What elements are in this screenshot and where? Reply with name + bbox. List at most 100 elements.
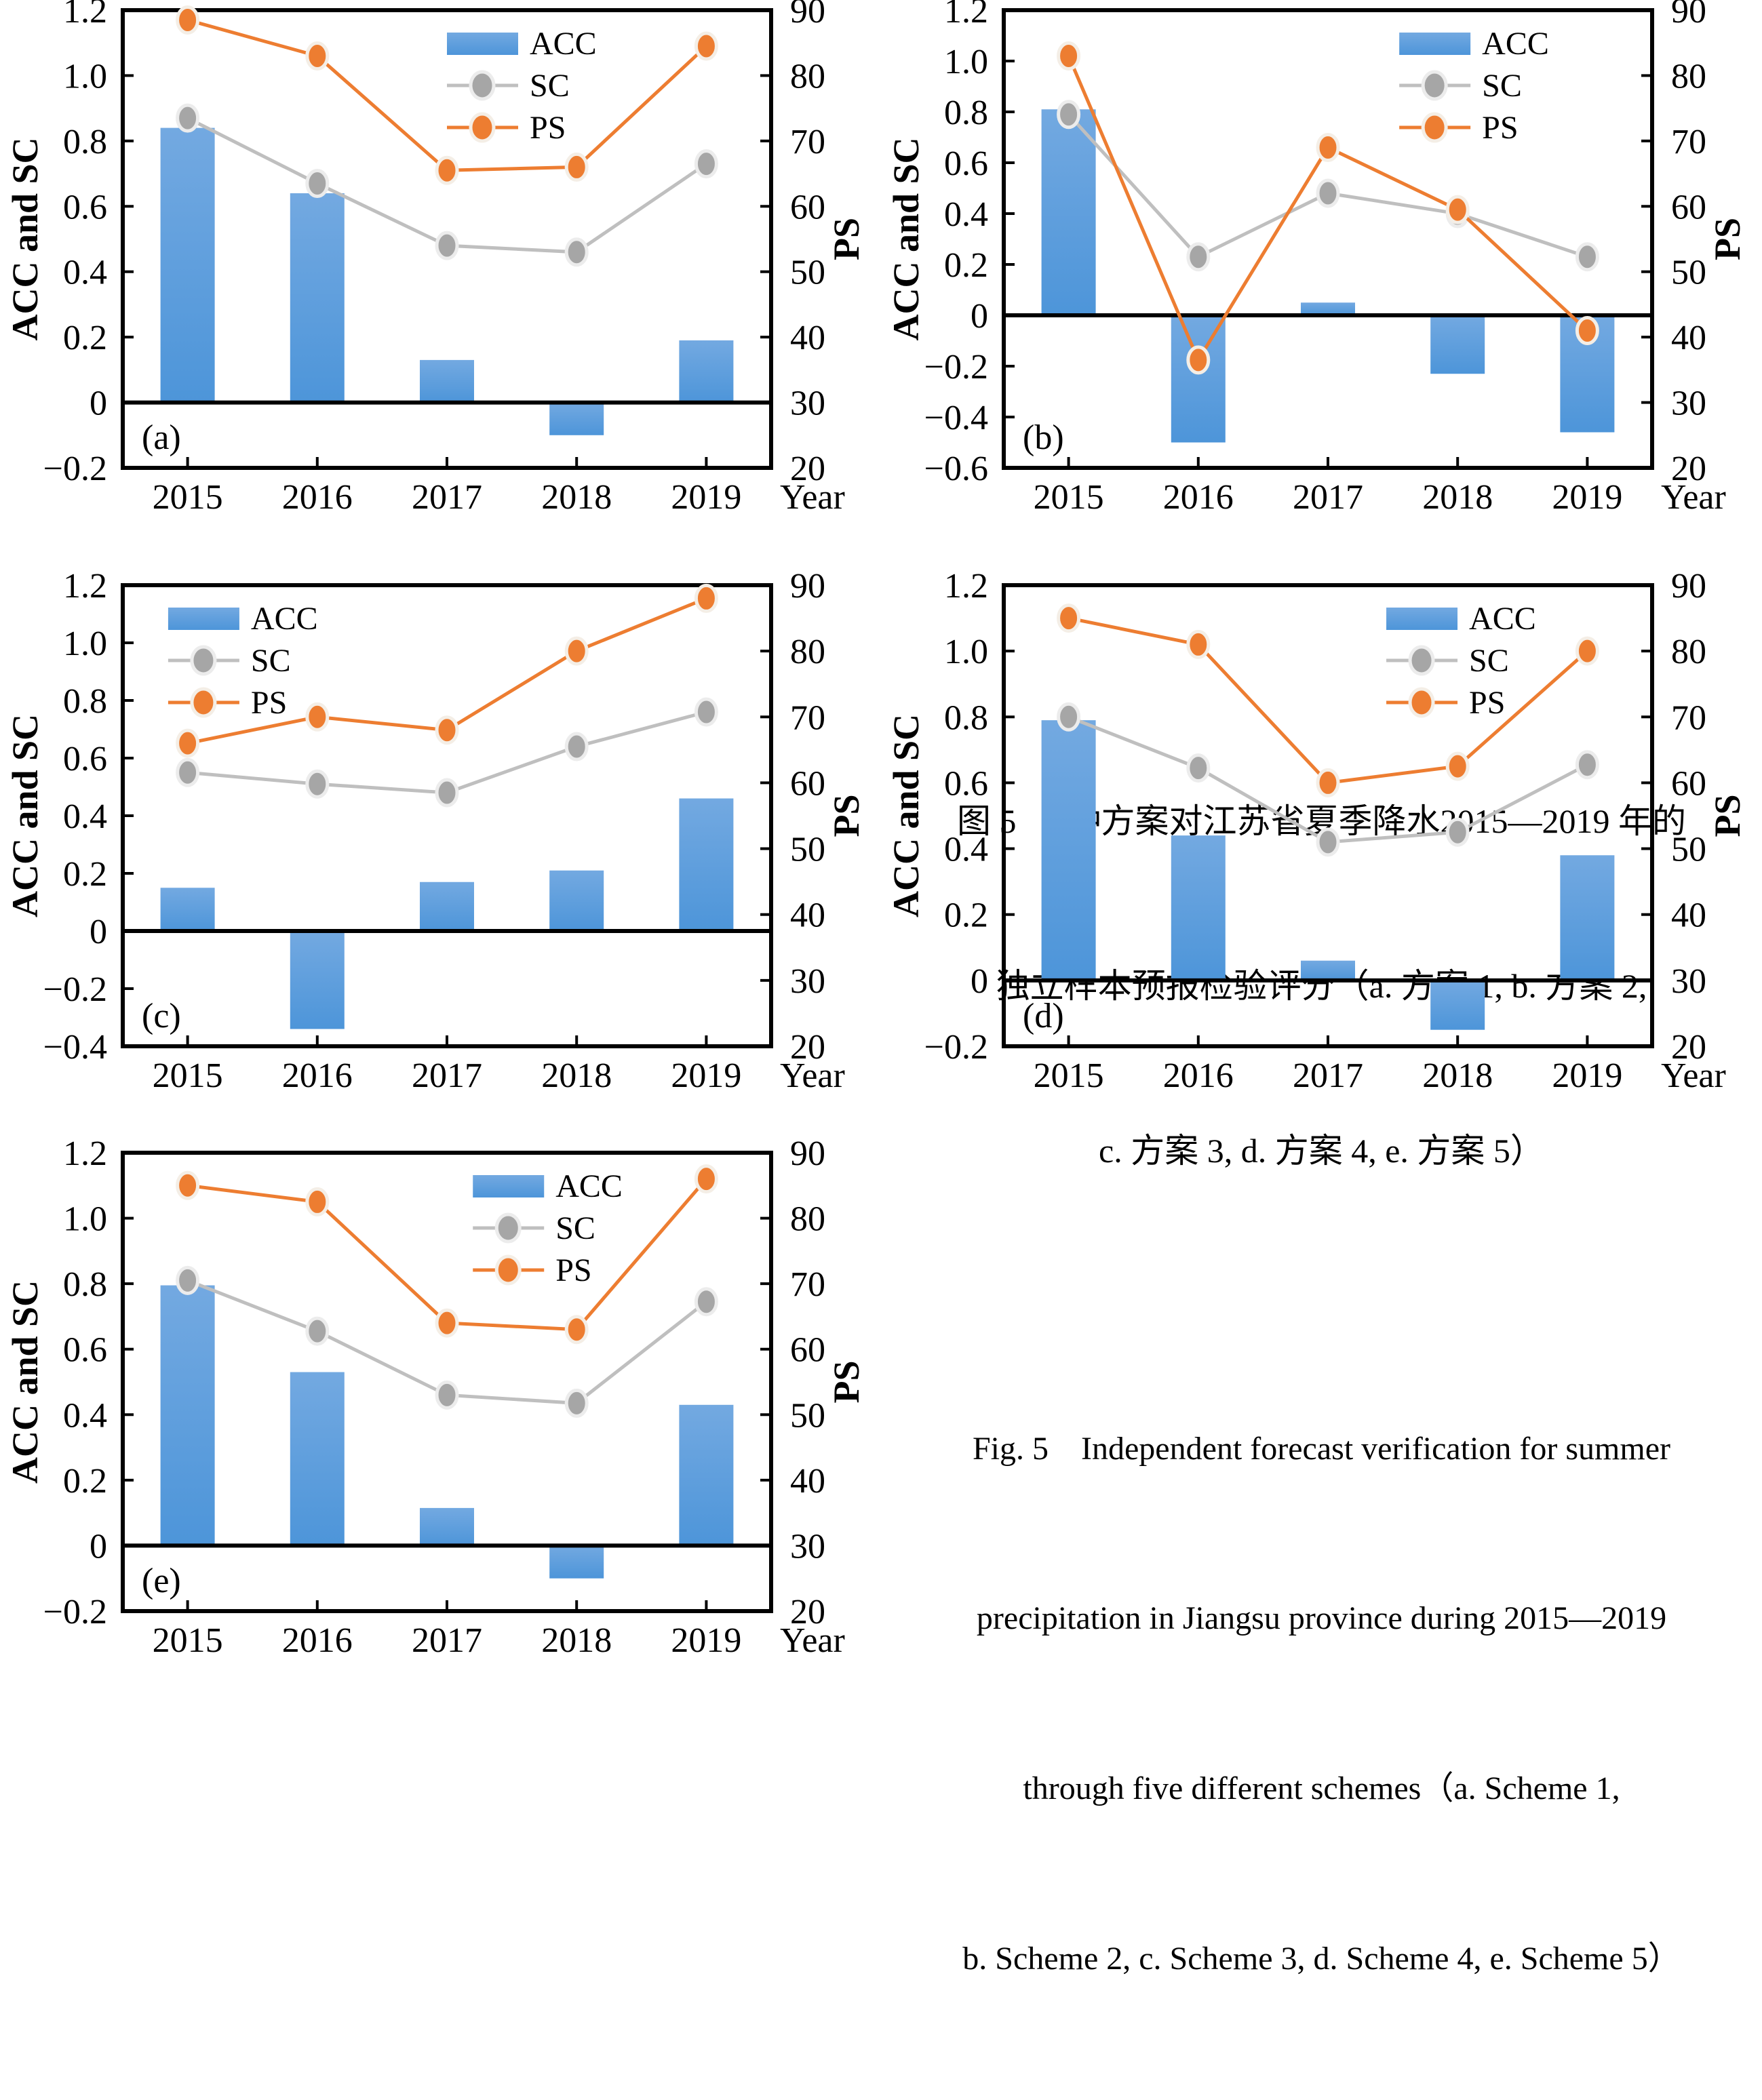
legend-acc-label: ACC xyxy=(1469,601,1536,637)
x-tick-label: 2017 xyxy=(412,1621,482,1660)
acc-bar-2017 xyxy=(420,881,474,931)
x-axis-ticks: 2015 2016 2017 2018 2019 xyxy=(153,1035,741,1095)
panel-label: (c) xyxy=(142,997,181,1035)
x-axis-ticks: 2015 2016 2017 2018 2019 xyxy=(1034,457,1622,517)
sc-marker-2016 xyxy=(305,1316,330,1346)
x-tick-label: 2019 xyxy=(671,1621,741,1660)
left-tick-label: 0.6 xyxy=(63,740,107,778)
right-tick-label: 20 xyxy=(790,1028,825,1067)
legend: ACC SC PS xyxy=(447,26,597,146)
panel-label: (d) xyxy=(1023,997,1064,1035)
x-tick-label: 2017 xyxy=(1293,478,1363,517)
acc-bar-2019 xyxy=(679,1404,734,1546)
left-axis-title: ACC and SC xyxy=(886,137,926,340)
ps-marker-2018 xyxy=(1445,751,1470,781)
sc-marker-2015 xyxy=(1057,702,1081,732)
left-tick-label: −0.2 xyxy=(924,1028,988,1067)
sc-marker-2018 xyxy=(564,1388,589,1418)
acc-bar-2016 xyxy=(290,193,345,403)
right-axis-ticks: 90 80 70 60 50 40 30 20 xyxy=(1641,567,1706,1067)
caption-english: Fig. 5 Independent forecast verification… xyxy=(962,1307,1680,2100)
right-tick-label: 70 xyxy=(790,1265,825,1304)
sc-series xyxy=(176,103,718,267)
ps-line xyxy=(187,1177,708,1332)
sc-marker-2019 xyxy=(694,697,718,727)
right-axis-title: PS xyxy=(826,1360,867,1403)
ps-marker-2015 xyxy=(1057,41,1081,71)
right-axis-ticks: 90 80 70 60 50 40 30 20 xyxy=(760,567,825,1067)
right-tick-label: 30 xyxy=(790,384,825,423)
x-tick-label: 2019 xyxy=(671,1056,741,1095)
legend-item-acc: ACC xyxy=(447,26,597,62)
sc-marker-2015 xyxy=(176,757,200,787)
right-tick-label: 50 xyxy=(1671,254,1706,292)
ps-marker-2018 xyxy=(564,152,589,182)
left-tick-label: −0.2 xyxy=(43,970,107,1009)
legend-ps-marker xyxy=(190,687,217,718)
left-tick-label: 0.8 xyxy=(63,682,107,721)
x-tick-label: 2015 xyxy=(153,478,223,517)
right-tick-label: 80 xyxy=(790,633,825,671)
acc-bar-2017 xyxy=(1301,960,1355,980)
legend-item-acc: ACC xyxy=(473,1168,623,1204)
sc-marker-2019 xyxy=(694,149,718,179)
acc-bar-2018 xyxy=(549,1545,604,1579)
right-tick-label: 70 xyxy=(1671,123,1706,161)
figure-caption: 图 5 5种方案对江苏省夏季降水2015—2019 年的 独立样本预报检验评分（… xyxy=(881,802,1762,1977)
left-axis-ticks: 1.2 1.0 0.8 0.6 0.4 0.2 0 −0.2 xyxy=(43,0,134,488)
acc-bar-2017 xyxy=(420,1507,474,1546)
left-tick-label: −0.4 xyxy=(924,399,988,437)
left-axis-ticks: 1.2 1.0 0.8 0.6 0.4 0.2 0 −0.2 −0.4 −0.6 xyxy=(924,0,1015,488)
x-tick-label: 2016 xyxy=(282,1056,353,1095)
sc-marker-2015 xyxy=(1057,100,1081,130)
sc-marker-2018 xyxy=(1445,817,1470,847)
left-tick-label: −0.2 xyxy=(43,450,107,488)
x-tick-label: 2016 xyxy=(1163,1056,1234,1095)
acc-bar-2016 xyxy=(290,931,345,1029)
legend-sc-marker xyxy=(1408,645,1435,676)
legend: ACC SC PS xyxy=(473,1168,623,1288)
right-axis-ticks: 90 80 70 60 50 40 30 20 xyxy=(1641,0,1706,488)
sc-marker-2018 xyxy=(564,237,589,267)
legend-acc-swatch xyxy=(168,608,239,630)
left-tick-label: 0.6 xyxy=(944,764,988,803)
acc-bar-2015 xyxy=(1041,720,1096,980)
left-tick-label: 1.2 xyxy=(944,0,988,31)
left-tick-label: 0.8 xyxy=(944,698,988,737)
acc-bar-2018 xyxy=(549,870,604,931)
legend-acc-label: ACC xyxy=(251,601,318,637)
ps-marker-2017 xyxy=(435,715,459,745)
left-tick-label: 0.8 xyxy=(944,94,988,132)
left-tick-label: 0.2 xyxy=(63,1462,107,1501)
legend-item-sc: SC xyxy=(1399,68,1522,104)
x-axis-title: Year xyxy=(780,478,845,517)
right-tick-label: 60 xyxy=(790,1331,825,1370)
ps-marker-2017 xyxy=(435,155,459,185)
left-tick-label: 0.6 xyxy=(63,188,107,226)
legend-sc-marker xyxy=(494,1212,522,1244)
left-tick-label: 0.2 xyxy=(63,319,107,357)
x-tick-label: 2019 xyxy=(671,478,741,517)
legend-acc-label: ACC xyxy=(530,26,597,62)
acc-bars-group xyxy=(160,798,734,1029)
legend-item-ps: PS xyxy=(168,685,287,721)
legend-item-sc: SC xyxy=(447,68,570,104)
left-axis-ticks: 1.2 1.0 0.8 0.6 0.4 0.2 0 −0.2 −0.4 xyxy=(43,567,134,1067)
sc-marker-2017 xyxy=(435,1380,459,1410)
x-tick-label: 2018 xyxy=(1422,478,1493,517)
ps-line xyxy=(1068,616,1589,785)
sc-marker-2016 xyxy=(305,169,330,199)
left-tick-label: 0 xyxy=(971,962,988,1001)
right-tick-label: 50 xyxy=(1671,831,1706,869)
right-tick-label: 60 xyxy=(1671,188,1706,226)
right-tick-label: 40 xyxy=(1671,319,1706,357)
ps-series xyxy=(176,1164,718,1345)
left-tick-label: −0.4 xyxy=(43,1028,107,1067)
ps-series xyxy=(176,5,718,185)
x-tick-label: 2018 xyxy=(541,1056,612,1095)
sc-series xyxy=(176,697,718,808)
legend-ps-label: PS xyxy=(251,685,287,721)
legend-sc-label: SC xyxy=(1469,643,1509,679)
acc-bar-2018 xyxy=(1430,980,1485,1030)
legend-item-sc: SC xyxy=(1386,643,1509,679)
